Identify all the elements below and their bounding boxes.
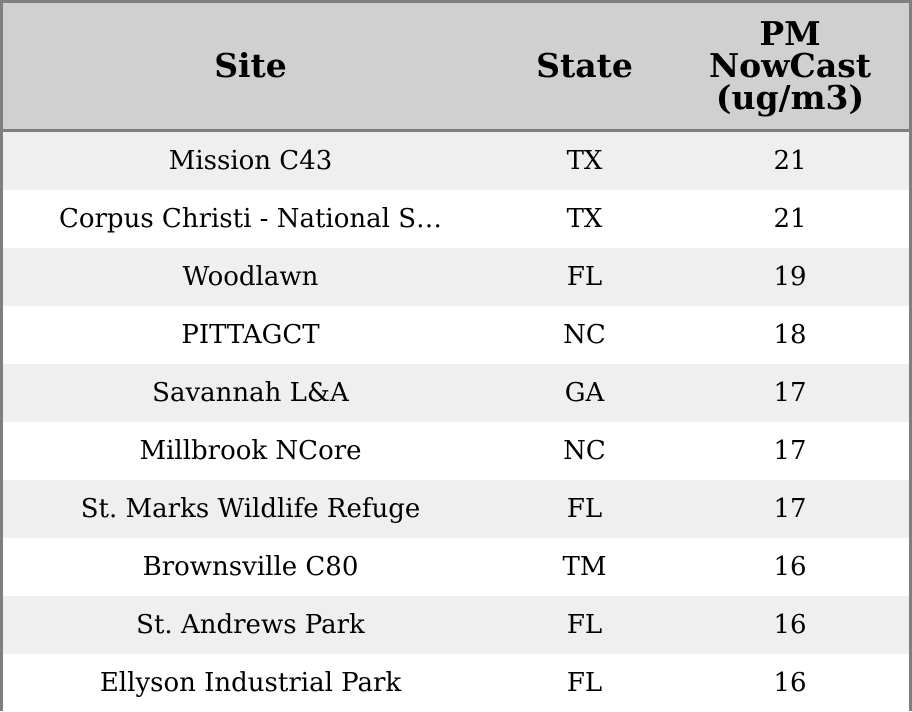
cell-pm-nowcast: 21 [671,190,909,248]
pm-nowcast-table: Site State PM NowCast (ug/m3) Mission C4… [3,3,909,712]
cell-pm-nowcast: 16 [671,538,909,596]
cell-pm-nowcast: 17 [671,480,909,538]
cell-site: Corpus Christi - National S… [3,190,498,248]
cell-state: FL [498,480,671,538]
cell-pm-nowcast: 16 [671,654,909,712]
cell-state: GA [498,364,671,422]
cell-pm-nowcast: 18 [671,306,909,364]
cell-state: FL [498,596,671,654]
cell-site: PITTAGCT [3,306,498,364]
cell-state: TM [498,538,671,596]
cell-site: Woodlawn [3,248,498,306]
cell-state: TX [498,190,671,248]
cell-site: St. Andrews Park [3,596,498,654]
cell-pm-nowcast: 19 [671,248,909,306]
column-header-pm-nowcast: PM NowCast (ug/m3) [671,3,909,131]
cell-site: St. Marks Wildlife Refuge [3,480,498,538]
column-header-site-label: Site [214,46,287,85]
cell-pm-nowcast: 17 [671,364,909,422]
cell-state: NC [498,422,671,480]
cell-state: FL [498,248,671,306]
cell-site: Savannah L&A [3,364,498,422]
table-header-row: Site State PM NowCast (ug/m3) [3,3,909,131]
cell-pm-nowcast: 21 [671,131,909,191]
cell-site: Millbrook NCore [3,422,498,480]
column-header-state: State [498,3,671,131]
cell-site: Brownsville C80 [3,538,498,596]
cell-state: TX [498,131,671,191]
cell-state: FL [498,654,671,712]
column-header-site: Site [3,3,498,131]
column-header-pm-line-3: (ug/m3) [671,82,909,114]
cell-pm-nowcast: 17 [671,422,909,480]
column-header-state-label: State [536,46,633,85]
cell-site: Ellyson Industrial Park [3,654,498,712]
cell-state: NC [498,306,671,364]
cell-site: Mission C43 [3,131,498,191]
cell-pm-nowcast: 16 [671,596,909,654]
